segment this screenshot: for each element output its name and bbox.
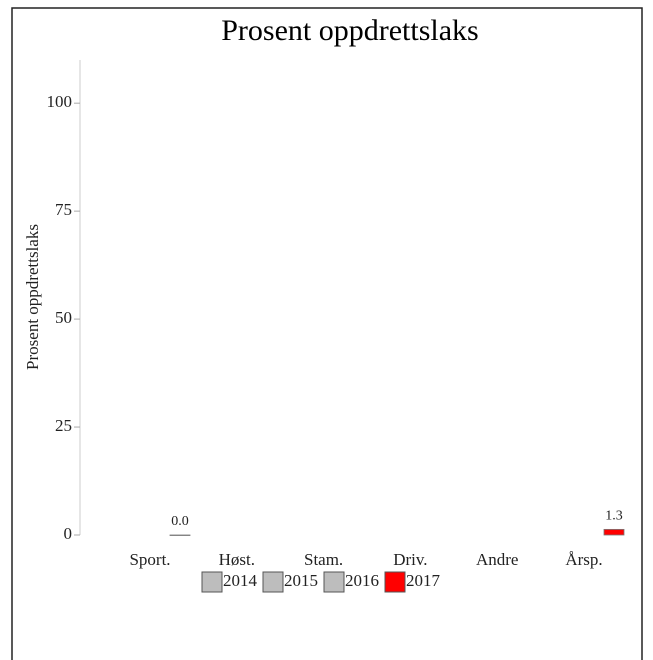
x-tick-label: Høst. xyxy=(219,550,255,569)
x-tick-label: Sport. xyxy=(129,550,170,569)
bar xyxy=(169,534,191,536)
legend-label: 2016 xyxy=(345,571,379,590)
x-tick-label: Årsp. xyxy=(565,550,602,569)
x-tick-label: Driv. xyxy=(393,550,427,569)
x-tick-label: Andre xyxy=(476,550,518,569)
bar xyxy=(603,528,625,536)
legend-swatch xyxy=(323,571,345,593)
y-tick-label: 75 xyxy=(55,200,72,219)
value-label: 1.3 xyxy=(605,509,623,524)
legend-label: 2014 xyxy=(223,571,258,590)
legend-swatch xyxy=(262,571,284,593)
chart-title: Prosent oppdrettslaks xyxy=(221,14,478,47)
y-tick-label: 100 xyxy=(47,92,73,111)
y-axis-label: Prosent oppdrettslaks xyxy=(23,224,42,370)
legend-swatch xyxy=(201,571,223,593)
legend-label: 2017 xyxy=(406,571,441,590)
legend-swatch xyxy=(384,571,406,593)
y-tick-label: 50 xyxy=(55,308,72,327)
y-tick-label: 25 xyxy=(55,416,72,435)
frame xyxy=(11,7,643,660)
legend-label: 2015 xyxy=(284,571,318,590)
y-tick-label: 0 xyxy=(64,524,73,543)
value-label: 0.0 xyxy=(171,514,189,529)
x-tick-label: Stam. xyxy=(304,550,343,569)
